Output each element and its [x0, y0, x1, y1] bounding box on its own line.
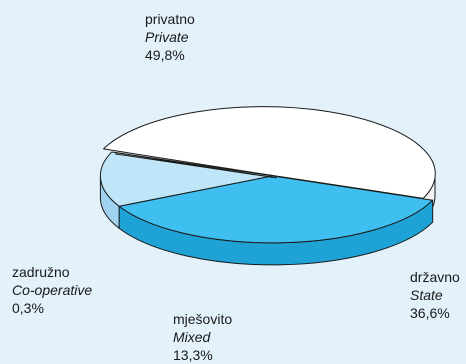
label-private-hr: privatno: [145, 10, 195, 28]
label-coop-en: Co-operative: [12, 281, 92, 299]
label-coop-hr: zadružno: [12, 263, 92, 281]
label-mixed-percent: 13,3%: [173, 346, 232, 364]
label-private-percent: 49,8%: [145, 46, 195, 64]
label-mixed: mješovito Mixed 13,3%: [173, 310, 232, 364]
label-state-percent: 36,6%: [410, 304, 460, 322]
label-coop-percent: 0,3%: [12, 299, 92, 317]
label-state-hr: državno: [410, 268, 460, 286]
label-state-en: State: [410, 286, 460, 304]
label-coop: zadružno Co-operative 0,3%: [12, 263, 92, 317]
label-mixed-en: Mixed: [173, 328, 232, 346]
label-private-en: Private: [145, 28, 195, 46]
label-state: državno State 36,6%: [410, 268, 460, 322]
label-mixed-hr: mješovito: [173, 310, 232, 328]
label-private: privatno Private 49,8%: [145, 10, 195, 64]
